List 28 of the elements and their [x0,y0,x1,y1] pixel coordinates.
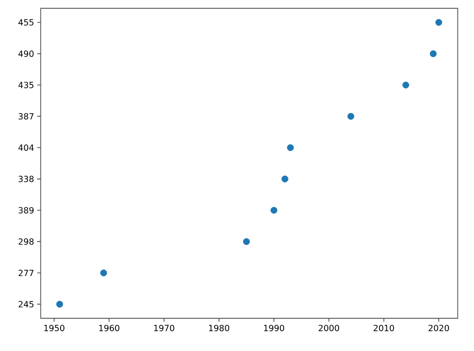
y-tick-label: 435 [18,82,34,88]
x-tick-label: 1990 [264,324,284,332]
y-tick-label: 387 [18,113,34,120]
y-tick-label: 389 [18,207,34,214]
x-tick-label: 1950 [44,324,64,332]
y-tick-label: 490 [18,50,34,57]
point [100,269,108,276]
y-tick-label: 404 [18,144,34,151]
point [430,50,437,58]
point [402,82,410,88]
point [243,238,250,245]
point [270,206,278,214]
x-tick-label: 2000 [318,324,340,332]
y-tick-label: 455 [18,19,34,26]
y-tick-label: 338 [18,176,34,182]
point [56,300,64,308]
x-tick-label: 1960 [99,324,120,332]
y-tick-label: 277 [18,270,34,276]
point [287,144,294,152]
x-tick-label: 1980 [209,324,230,332]
x-tick-label: 2020 [428,324,449,332]
y-tick-label: 298 [18,238,34,245]
point [347,112,354,120]
point [435,18,442,26]
x-tick-label: 1970 [154,324,174,332]
y-tick-label: 245 [18,301,34,308]
x-tick-label: 2010 [374,324,394,332]
point [282,176,288,182]
